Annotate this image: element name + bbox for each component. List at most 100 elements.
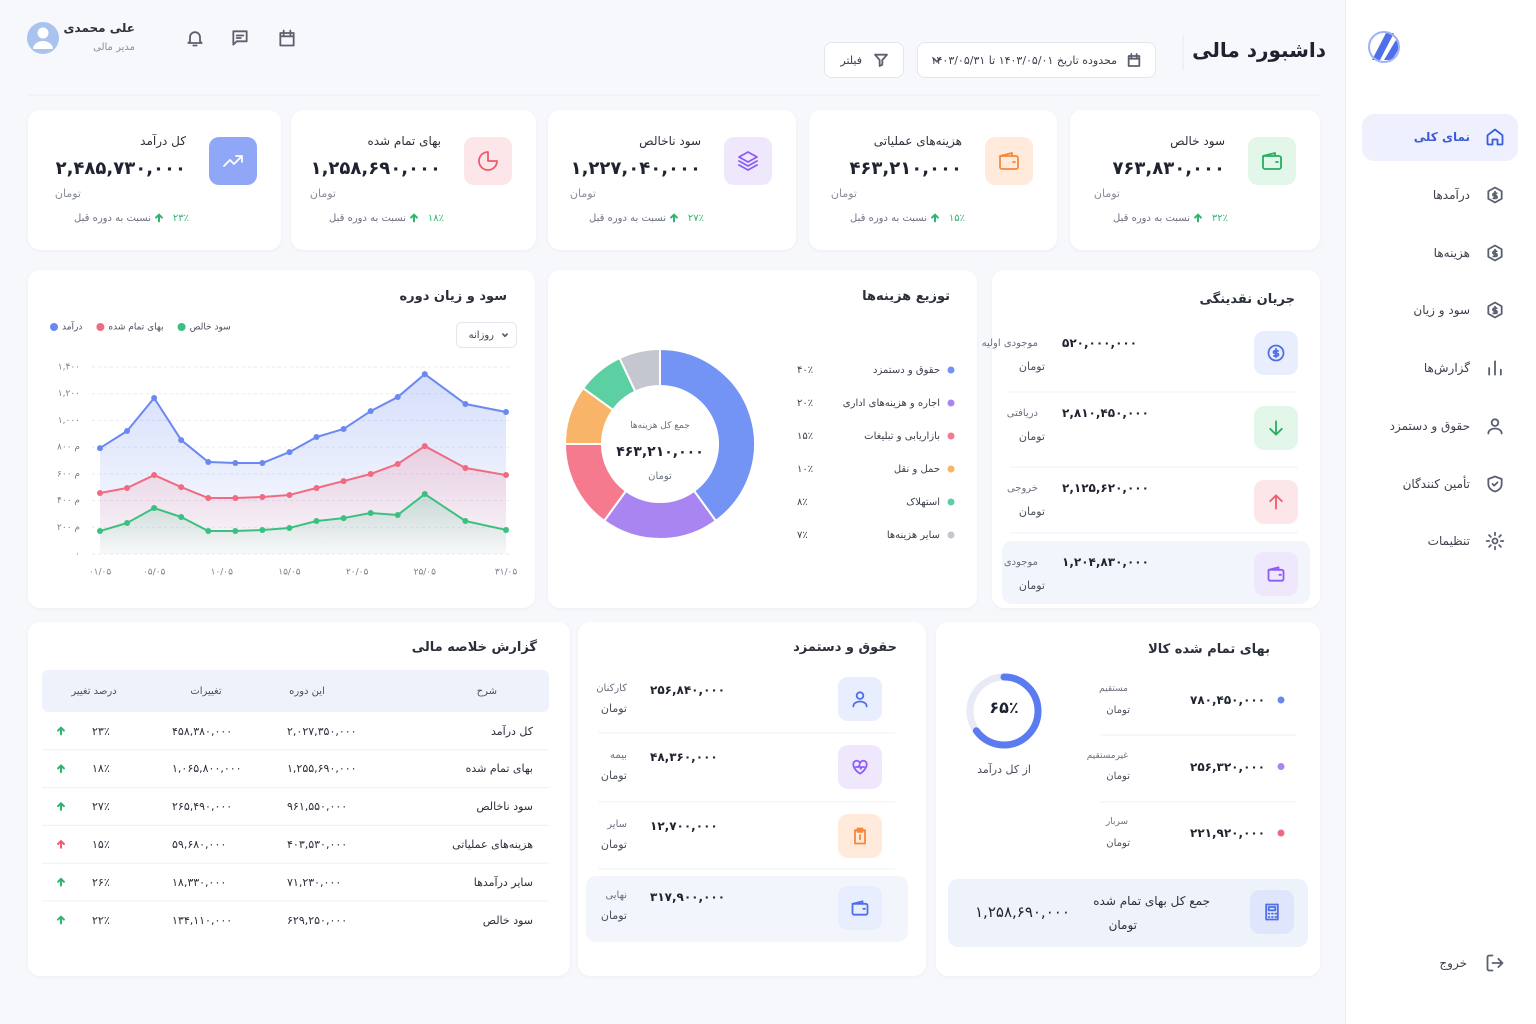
- icon-glyph: [1488, 188, 1501, 203]
- icon-glyph: [1488, 956, 1503, 971]
- icon-glyph: [1488, 246, 1501, 261]
- point: [205, 458, 212, 465]
- icon: [739, 152, 757, 170]
- x-tick-label: ۰۱/۰۵: [89, 568, 112, 578]
- icon-bg: [1254, 552, 1298, 596]
- icon: [156, 215, 162, 222]
- icon-glyph: [156, 215, 162, 222]
- y-tick-label: ۱,۰۰۰: [58, 416, 80, 426]
- y-tick-label: ۱,۴۰۰: [58, 363, 80, 373]
- icon-glyph: [1488, 419, 1501, 433]
- icon-glyph: [58, 765, 64, 772]
- point: [367, 408, 374, 415]
- legend-label: بهای تمام شده: [108, 323, 163, 333]
- icon-glyph: [58, 841, 64, 848]
- cogs-total-box: [948, 879, 1308, 947]
- icon-glyph: [58, 803, 64, 810]
- icon-glyph: [503, 334, 507, 336]
- icon: [188, 32, 201, 45]
- point: [421, 443, 428, 450]
- legend-dot: [947, 432, 955, 440]
- icon-glyph: [1488, 477, 1501, 492]
- donut-chart-card: [548, 270, 977, 608]
- icon: [58, 879, 64, 886]
- icon-glyph: [188, 32, 201, 45]
- point: [178, 484, 185, 491]
- point: [259, 526, 266, 533]
- icon: [58, 765, 64, 772]
- point: [205, 528, 212, 535]
- date-range-box[interactable]: [917, 42, 1156, 78]
- legend-dot: [947, 399, 955, 407]
- point: [97, 445, 103, 452]
- legend-dot: [947, 498, 955, 506]
- x-tick-label: ۲۰/۰۵: [346, 568, 369, 578]
- y-tick-label: ۸۰۰ م: [57, 443, 80, 453]
- icon-glyph: [671, 215, 677, 222]
- donut-segment: [659, 347, 756, 523]
- point: [313, 433, 320, 440]
- point: [124, 427, 131, 434]
- icon: [1489, 361, 1501, 374]
- avatar-head: [37, 27, 49, 39]
- icon: [58, 917, 64, 924]
- point: [421, 371, 428, 378]
- point: [313, 485, 320, 492]
- point: [259, 493, 266, 500]
- icon: [1488, 477, 1501, 492]
- point: [340, 425, 347, 432]
- legend-label: درآمد: [62, 321, 82, 333]
- x-tick-label: ۱۵/۰۵: [278, 568, 301, 578]
- point: [340, 515, 347, 522]
- icon: [1270, 421, 1282, 434]
- legend-dot: [50, 323, 58, 331]
- avatar-body: [33, 41, 53, 49]
- icon: [853, 901, 868, 914]
- point: [313, 518, 320, 525]
- point: [286, 524, 293, 531]
- point: [462, 518, 469, 525]
- icon-glyph: [853, 901, 868, 914]
- icon-glyph: [739, 152, 757, 170]
- point: [232, 528, 239, 535]
- point: [178, 514, 185, 521]
- icon: [503, 334, 507, 336]
- icon-glyph: [1488, 303, 1501, 318]
- icon: [875, 55, 887, 66]
- icon-bg: [1248, 137, 1296, 185]
- icon: [1488, 246, 1501, 261]
- point: [394, 511, 401, 518]
- icon: [224, 156, 242, 166]
- x-tick-label: ۳۱/۰۵: [495, 568, 518, 578]
- filter-button[interactable]: [824, 42, 904, 78]
- icon-bg: [838, 886, 882, 930]
- legend-dot: [96, 323, 105, 331]
- donut-segment: [618, 347, 661, 393]
- point: [503, 472, 509, 479]
- point: [124, 520, 131, 527]
- legend-dot: [947, 366, 955, 374]
- icon-glyph: [1266, 905, 1278, 920]
- icon: [233, 31, 246, 44]
- point: [97, 489, 103, 496]
- x-tick-label: ۲۵/۰۵: [414, 568, 437, 578]
- ring-arc: [966, 673, 1042, 749]
- y-tick-label: ۰: [75, 550, 80, 560]
- icon-glyph: [479, 152, 497, 170]
- period-dropdown[interactable]: [456, 322, 517, 348]
- icon: [1269, 346, 1284, 361]
- icon-bg: [209, 137, 257, 185]
- point: [151, 472, 158, 479]
- point: [367, 509, 374, 516]
- icon-glyph: [853, 692, 866, 706]
- icon-glyph: [1270, 495, 1282, 508]
- icon-glyph: [855, 829, 865, 844]
- point: [151, 505, 158, 512]
- icon: [934, 59, 940, 62]
- x-tick-label: ۰۵/۰۵: [143, 568, 166, 578]
- icon: [1488, 303, 1501, 318]
- icon-glyph: [1129, 54, 1140, 66]
- icon-bg: [985, 137, 1033, 185]
